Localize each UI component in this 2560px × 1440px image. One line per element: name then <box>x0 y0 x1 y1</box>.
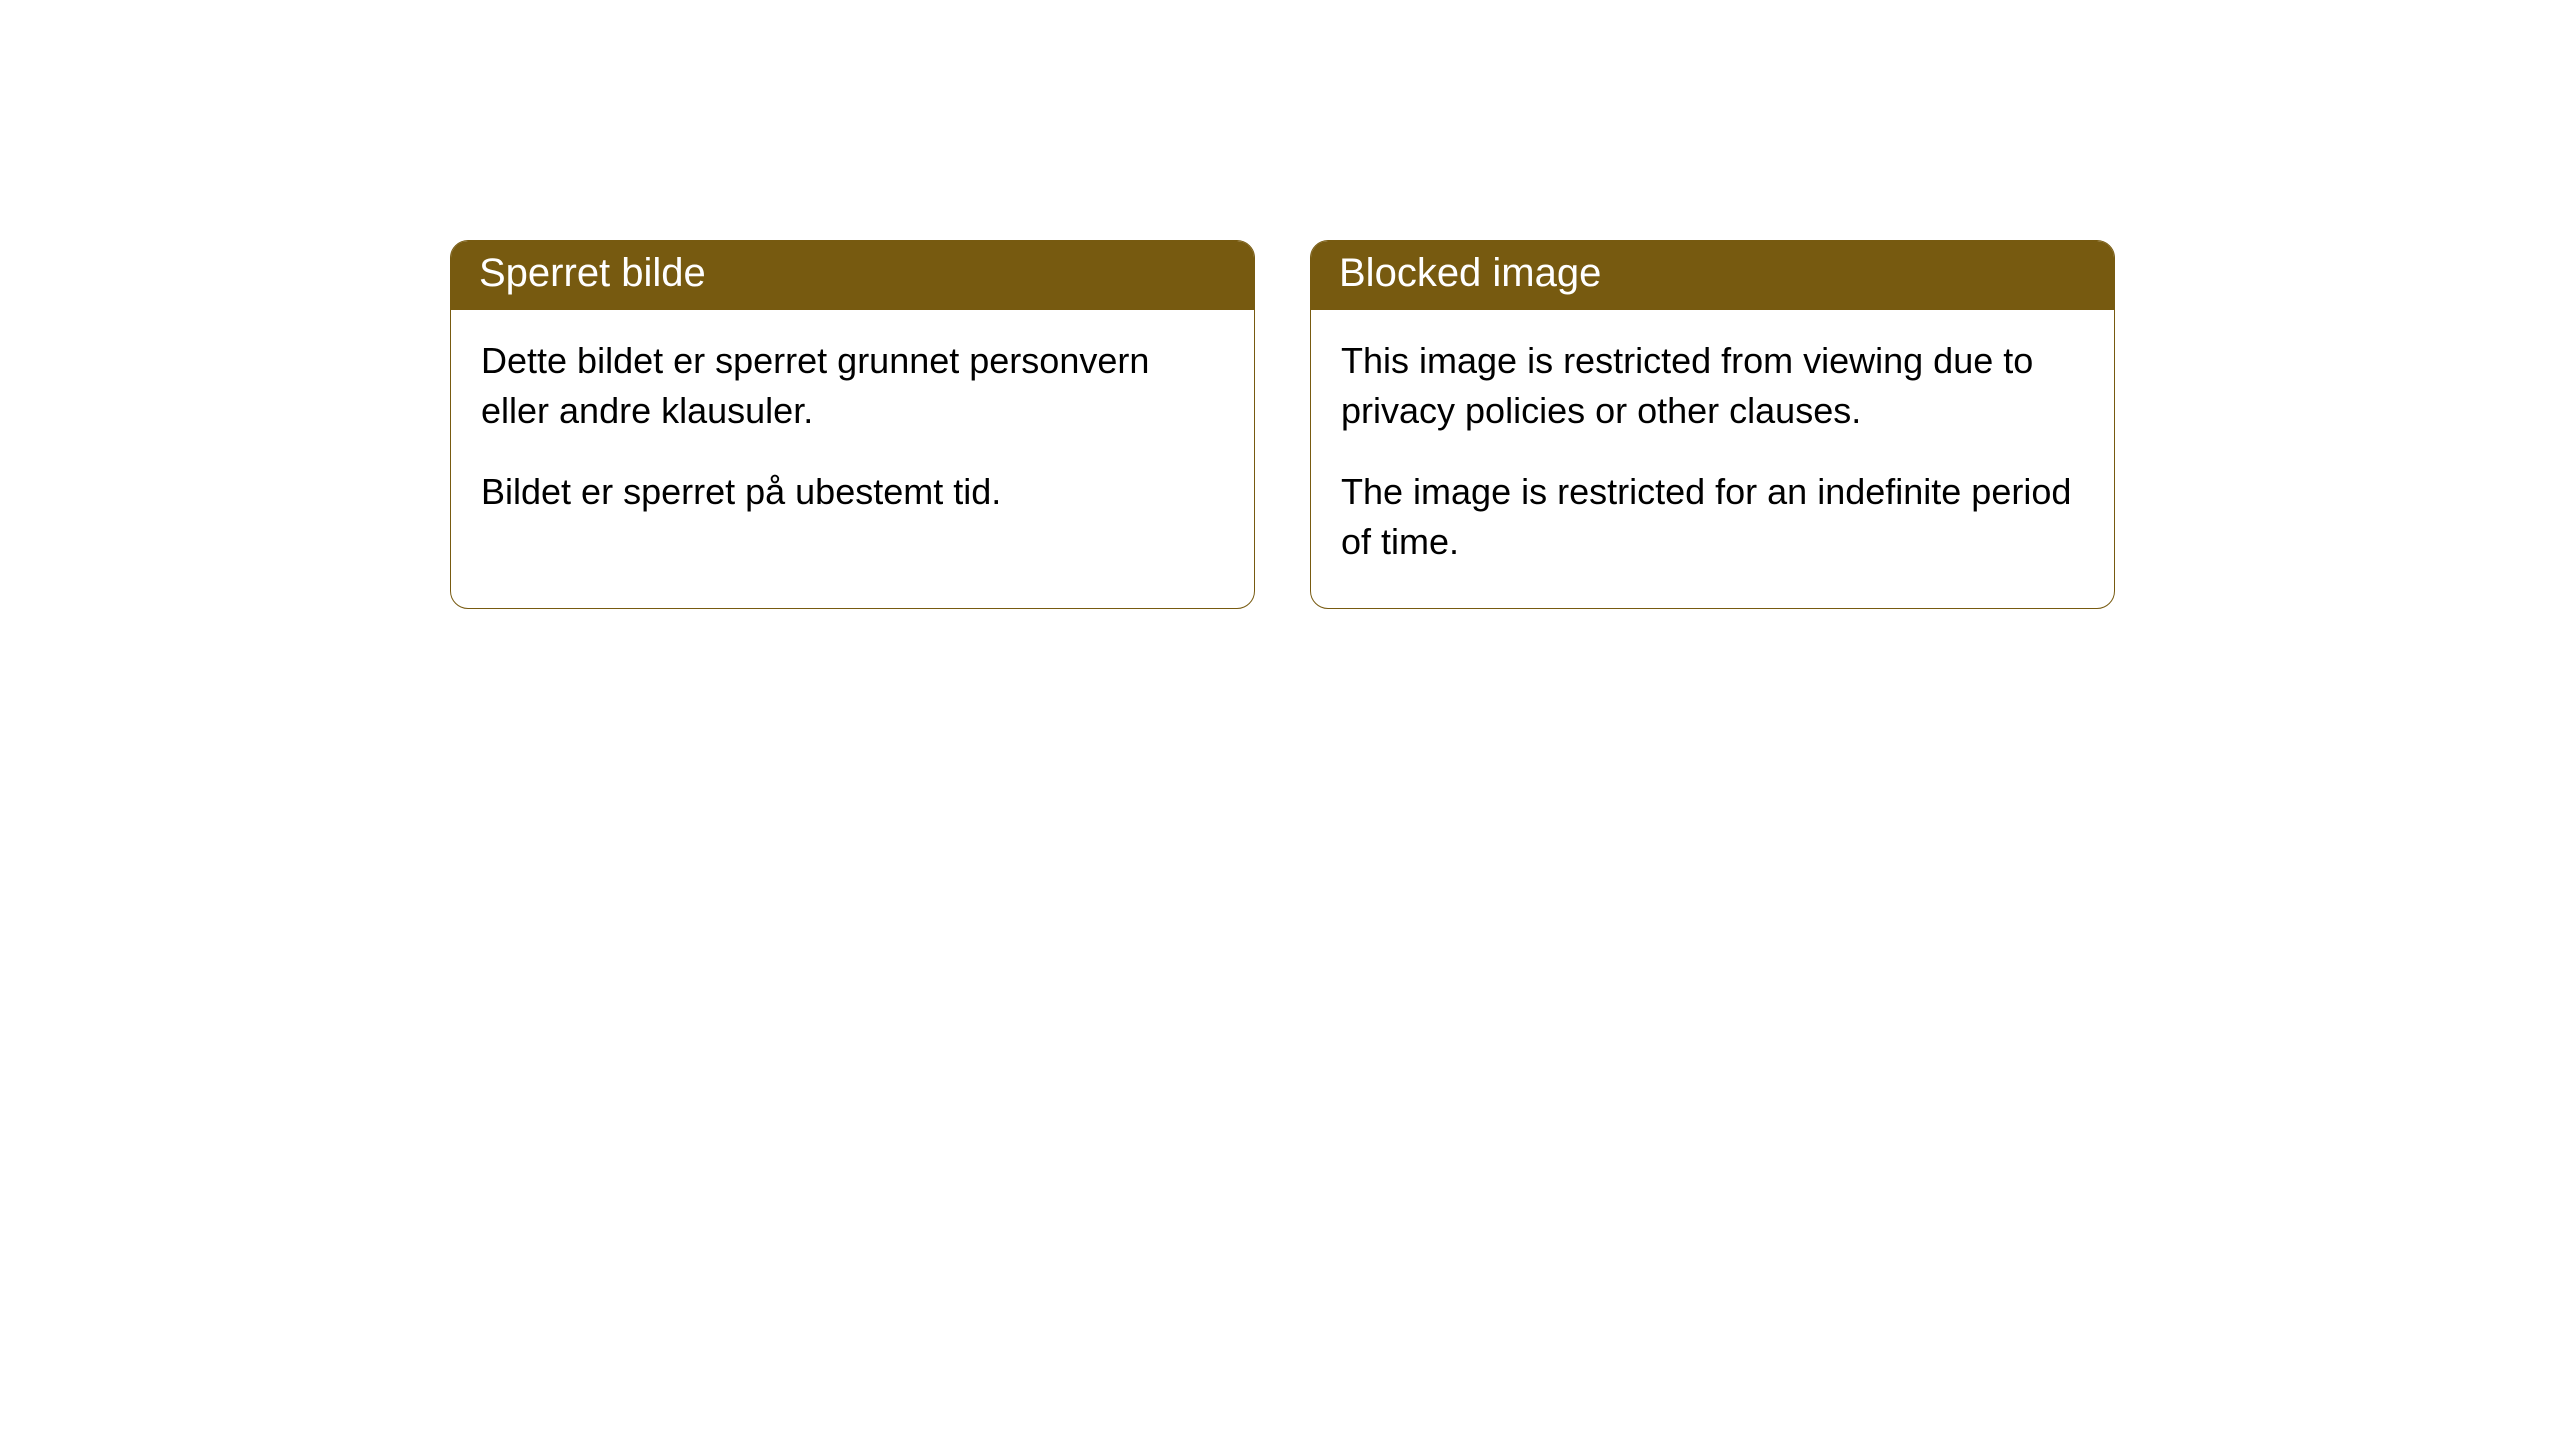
card-body: Dette bildet er sperret grunnet personve… <box>451 310 1254 557</box>
card-body: This image is restricted from viewing du… <box>1311 310 2114 608</box>
card-header: Blocked image <box>1311 241 2114 310</box>
card-header: Sperret bilde <box>451 241 1254 310</box>
notice-paragraph: This image is restricted from viewing du… <box>1341 336 2084 437</box>
notice-paragraph: Bildet er sperret på ubestemt tid. <box>481 467 1224 517</box>
notice-card-english: Blocked image This image is restricted f… <box>1310 240 2115 609</box>
notice-paragraph: The image is restricted for an indefinit… <box>1341 467 2084 568</box>
notice-card-norwegian: Sperret bilde Dette bildet er sperret gr… <box>450 240 1255 609</box>
notice-paragraph: Dette bildet er sperret grunnet personve… <box>481 336 1224 437</box>
notice-cards-container: Sperret bilde Dette bildet er sperret gr… <box>450 240 2560 609</box>
